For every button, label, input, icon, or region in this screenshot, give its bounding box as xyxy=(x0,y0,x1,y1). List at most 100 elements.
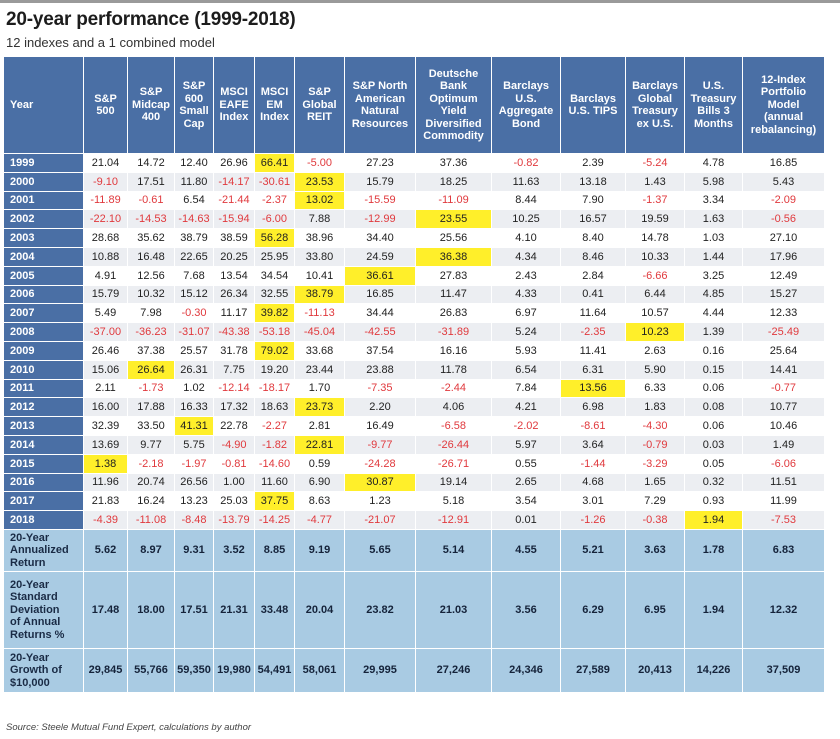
year-cell: 2012 xyxy=(3,397,84,418)
return-cell: 4.33 xyxy=(491,284,561,305)
summary-value: 29,845 xyxy=(83,647,128,693)
summary-label: 20-Year Growth of $10,000 xyxy=(3,647,84,693)
return-cell: -2.35 xyxy=(560,322,626,342)
return-cell: 16.85 xyxy=(344,284,416,305)
return-cell: 6.97 xyxy=(491,303,561,324)
return-cell: 10.41 xyxy=(294,265,345,286)
return-cell: 7.90 xyxy=(560,190,626,211)
best-return-cell: 26.64 xyxy=(127,359,175,380)
return-cell: 1.39 xyxy=(684,322,743,342)
summary-value: 24,346 xyxy=(491,647,561,693)
return-cell: 14.72 xyxy=(127,153,175,173)
return-cell: 5.90 xyxy=(625,359,685,380)
return-cell: 12.33 xyxy=(742,303,825,324)
year-cell: 2011 xyxy=(3,378,84,399)
return-cell: -1.26 xyxy=(560,510,626,530)
return-cell: -45.04 xyxy=(294,322,345,342)
return-cell: 16.33 xyxy=(174,397,214,418)
table-row: 2000 -9.10 17.51 11.80 -14.17 -30.61 23.53 15.7… xyxy=(3,171,825,192)
summary-value: 54,491 xyxy=(254,647,295,693)
return-cell: 11.64 xyxy=(560,303,626,324)
column-header: Barclays Global Treasury ex U.S. xyxy=(625,56,685,154)
return-cell: -8.61 xyxy=(560,416,626,436)
summary-value: 21.03 xyxy=(415,570,492,649)
return-cell: -14.17 xyxy=(213,171,255,192)
table-row: 2005 4.91 12.56 7.68 13.54 34.54 10.41 36.61 27.… xyxy=(3,265,825,286)
year-cell: 2007 xyxy=(3,303,84,324)
summary-value: 1.94 xyxy=(684,570,743,649)
return-cell: 11.63 xyxy=(491,171,561,192)
summary-value: 12.32 xyxy=(742,570,825,649)
summary-row: 20-Year Standard Deviation of Annual Returns… xyxy=(3,570,825,649)
year-cell: 2009 xyxy=(3,340,84,361)
year-cell: 2000 xyxy=(3,171,84,192)
return-cell: 19.20 xyxy=(254,359,295,380)
return-cell: -7.35 xyxy=(344,378,416,399)
return-cell: 8.44 xyxy=(491,190,561,211)
summary-label: 20-Year Standard Deviation of Annual Returns… xyxy=(3,570,84,649)
best-return-cell: 37.75 xyxy=(254,491,295,512)
return-cell: 38.96 xyxy=(294,228,345,248)
summary-value: 5.21 xyxy=(560,528,626,572)
best-return-cell: 10.23 xyxy=(625,322,685,342)
return-cell: 23.44 xyxy=(294,359,345,380)
summary-value: 3.56 xyxy=(491,570,561,649)
return-cell: 34.54 xyxy=(254,265,295,286)
column-header: S&P North American Natural Resources xyxy=(344,56,416,154)
return-cell: 7.98 xyxy=(127,303,175,324)
return-cell: 11.41 xyxy=(560,340,626,361)
return-cell: 38.79 xyxy=(174,228,214,248)
return-cell: 34.40 xyxy=(344,228,416,248)
return-cell: -21.07 xyxy=(344,510,416,530)
table-row: 2015 1.38 -2.18 -1.97 -0.81 -14.60 0.59 -24.28-… xyxy=(3,453,825,474)
table-row: 2008 -37.00 -36.23 -31.07 -43.38 -53.18 -45.04… xyxy=(3,322,825,342)
return-cell: -0.82 xyxy=(491,153,561,173)
summary-value: 59,350 xyxy=(174,647,214,693)
return-cell: -0.77 xyxy=(742,378,825,399)
return-cell: -6.66 xyxy=(625,265,685,286)
return-cell: -0.81 xyxy=(213,453,255,474)
best-return-cell: 36.61 xyxy=(344,265,416,286)
return-cell: -9.10 xyxy=(83,171,128,192)
summary-value: 5.14 xyxy=(415,528,492,572)
year-cell: 2010 xyxy=(3,359,84,380)
return-cell: 26.56 xyxy=(174,472,214,493)
summary-value: 37,509 xyxy=(742,647,825,693)
header-year: Year xyxy=(3,56,84,154)
return-cell: 4.78 xyxy=(684,153,743,173)
return-cell: 1.63 xyxy=(684,209,743,230)
return-cell: 33.68 xyxy=(294,340,345,361)
return-cell: 20.74 xyxy=(127,472,175,493)
return-cell: 38.59 xyxy=(213,228,255,248)
return-cell: 0.06 xyxy=(684,416,743,436)
return-cell: 2.43 xyxy=(491,265,561,286)
performance-table: Year S&P 500 S&P Midcap 400 S&P 600 Small Cap MSC… xyxy=(3,56,825,693)
table-row: 2002 -22.10 -14.53 -14.63 -15.94 -6.00 7.88 -12… xyxy=(3,209,825,230)
year-cell: 2015 xyxy=(3,453,84,474)
table-row: 2012 16.00 17.88 16.33 17.32 18.63 23.73 2.20 4.… xyxy=(3,397,825,418)
table-row: 2013 32.39 33.50 41.31 22.78 -2.27 2.81 16.49 -6… xyxy=(3,416,825,436)
return-cell: 2.65 xyxy=(491,472,561,493)
year-cell: 2017 xyxy=(3,491,84,512)
return-cell: 10.46 xyxy=(742,416,825,436)
return-cell: 18.63 xyxy=(254,397,295,418)
return-cell: 32.39 xyxy=(83,416,128,436)
best-return-cell: 38.79 xyxy=(294,284,345,305)
best-return-cell: 66.41 xyxy=(254,153,295,173)
summary-value: 3.52 xyxy=(213,528,255,572)
best-return-cell: 41.31 xyxy=(174,416,214,436)
return-cell: 16.16 xyxy=(415,340,492,361)
return-cell: -0.38 xyxy=(625,510,685,530)
return-cell: 17.96 xyxy=(742,246,825,267)
return-cell: 25.95 xyxy=(254,246,295,267)
return-cell: 10.88 xyxy=(83,246,128,267)
column-header: S&P Global REIT xyxy=(294,56,345,154)
return-cell: -26.71 xyxy=(415,453,492,474)
return-cell: 16.00 xyxy=(83,397,128,418)
return-cell: 11.47 xyxy=(415,284,492,305)
summary-value: 29,995 xyxy=(344,647,416,693)
return-cell: 12.56 xyxy=(127,265,175,286)
summary-value: 8.85 xyxy=(254,528,295,572)
table-row: 2007 5.49 7.98 -0.30 11.17 39.82 -11.13 34.44 26… xyxy=(3,303,825,324)
return-cell: 16.49 xyxy=(344,416,416,436)
